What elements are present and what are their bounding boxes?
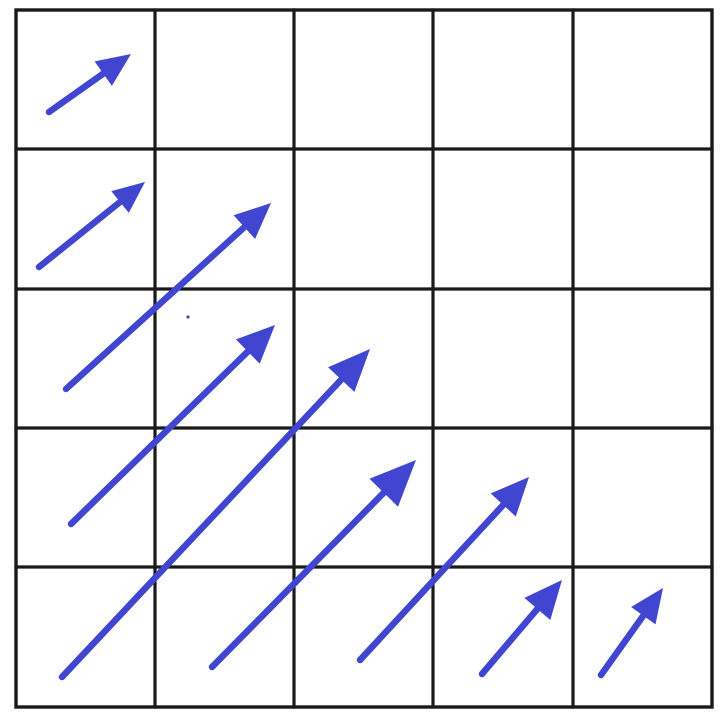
arrow-shaft [35,196,127,271]
arrow-head [524,580,562,620]
stray-mark [186,315,190,319]
grid-border [14,8,714,709]
arrow-shaft [208,486,390,671]
arrows [35,54,663,681]
arrow-head [111,182,145,213]
arrow-up-right-icon [478,580,562,678]
arrow-up-right-icon [45,54,131,116]
arrow-shaft [58,373,348,681]
arrow-head [328,349,370,392]
arrow-up-right-icon [35,182,145,271]
grid [14,8,714,709]
arrow-up-right-icon [356,477,529,664]
arrow-head [369,460,416,507]
arrow-head [490,477,529,517]
arrow-up-right-icon [62,203,271,393]
arrow-up-right-icon [597,588,663,679]
arrow-shaft [67,345,254,528]
arrow-shaft [45,68,110,116]
arrow-head [235,325,275,364]
arrow-shaft [478,602,544,678]
arrow-head [631,588,663,625]
arrow-shaft [597,609,649,679]
arrow-shaft [356,498,510,664]
arrow-shaft [62,221,251,393]
arrow-head [233,203,271,239]
arrow-up-right-icon [58,349,370,681]
arrow-head [94,54,131,86]
arrow-up-right-icon [208,460,416,671]
arrow-up-right-icon [67,325,275,528]
